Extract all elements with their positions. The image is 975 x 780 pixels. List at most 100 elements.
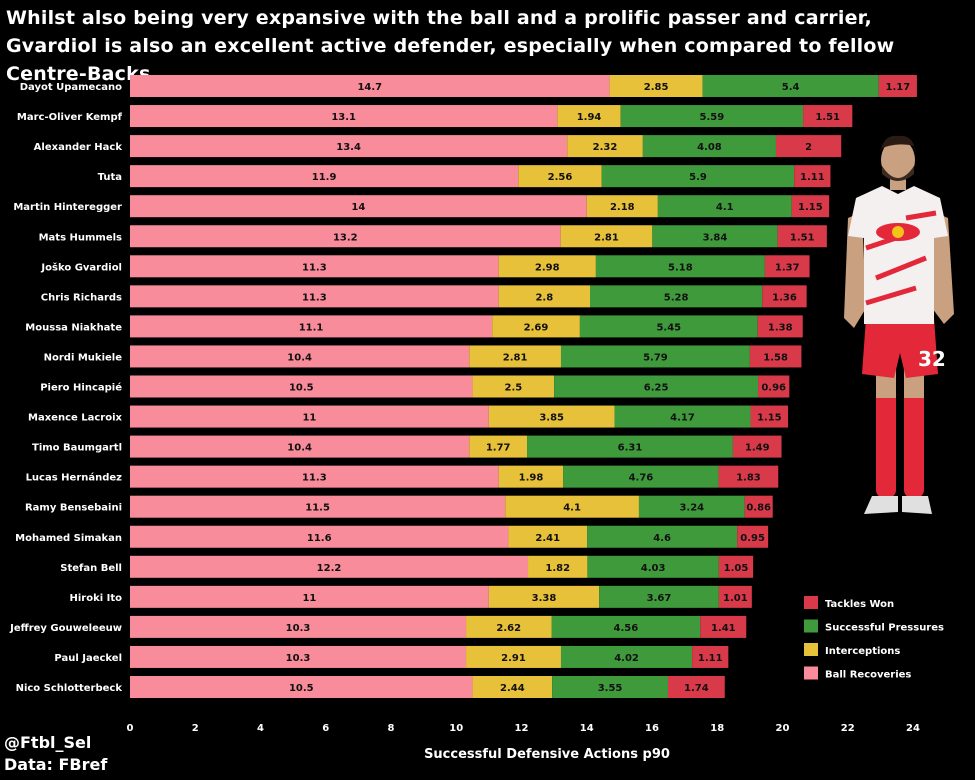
legend: Tackles Won Successful Pressures Intercept… bbox=[804, 596, 944, 681]
bar-segment bbox=[130, 495, 506, 518]
bar-segment bbox=[642, 135, 776, 158]
bar-value-label: 1.58 bbox=[763, 352, 788, 363]
bar-value-label: 1.98 bbox=[519, 473, 544, 484]
bar-value-label: 1.15 bbox=[798, 202, 823, 213]
bar-segment bbox=[130, 585, 489, 608]
bar-segment bbox=[130, 676, 473, 698]
bars-layer: 14.7 2.85 5.4 1.17 13.1 1.94 5.59 1.51 13.4 2.32 4… bbox=[130, 75, 917, 698]
bar-value-label: 2.32 bbox=[593, 142, 618, 153]
bar-value-label: 2.44 bbox=[500, 683, 525, 694]
bar-value-label: 1.11 bbox=[698, 653, 723, 664]
x-tick-label: 0 bbox=[127, 723, 134, 734]
chart-title: Whilst also being very expansive with th… bbox=[6, 7, 895, 85]
bar-value-label: 3.55 bbox=[598, 683, 623, 694]
legend-label: Interceptions bbox=[825, 646, 900, 657]
bar-value-label: 10.4 bbox=[287, 352, 312, 363]
bar-segment bbox=[601, 165, 795, 188]
bar-value-label: 2 bbox=[805, 142, 812, 153]
data-source: Data: FBref bbox=[4, 755, 108, 774]
bar-segment bbox=[777, 225, 827, 248]
x-axis-label: Successful Defensive Actions p90 bbox=[424, 747, 670, 762]
bar-segment bbox=[775, 135, 842, 158]
bar-value-label: 14 bbox=[351, 202, 365, 213]
bar-segment bbox=[472, 375, 555, 398]
bar-segment bbox=[560, 345, 750, 368]
bar-value-label: 2.56 bbox=[548, 172, 573, 183]
bar-value-label: 11.3 bbox=[302, 473, 327, 484]
bar-segment bbox=[667, 676, 725, 698]
bar-segment bbox=[702, 75, 879, 97]
bar-value-label: 13.1 bbox=[331, 112, 356, 123]
bar-value-label: 10.5 bbox=[289, 683, 314, 694]
bar-value-label: 1.37 bbox=[775, 262, 800, 273]
bar-segment bbox=[130, 345, 470, 368]
bar-value-label: 12.2 bbox=[317, 563, 342, 574]
bar-value-label: 4.1 bbox=[716, 202, 734, 213]
bar-value-label: 3.24 bbox=[679, 503, 704, 514]
player-name: Martin Hinteregger bbox=[13, 202, 122, 213]
player-photo-icon: 32 bbox=[844, 135, 954, 514]
bar-segment bbox=[492, 315, 580, 338]
bar-segment bbox=[652, 225, 778, 248]
bar-segment bbox=[130, 105, 558, 128]
bar-segment bbox=[718, 465, 779, 488]
bar-value-label: 4.17 bbox=[670, 413, 695, 424]
bar-value-label: 2.81 bbox=[503, 352, 528, 363]
bar-segment bbox=[498, 285, 591, 308]
player-name: Lucas Hernández bbox=[26, 472, 123, 484]
bar-value-label: 1.15 bbox=[757, 413, 782, 424]
bar-value-label: 2.5 bbox=[504, 383, 522, 394]
bar-value-label: 10.3 bbox=[286, 623, 311, 634]
bar-segment bbox=[560, 645, 693, 668]
bar-segment bbox=[466, 615, 552, 638]
bar-value-label: 1.36 bbox=[772, 292, 797, 303]
bar-segment bbox=[469, 345, 561, 368]
bar-value-label: 11.5 bbox=[305, 503, 330, 514]
bar-segment bbox=[563, 465, 719, 488]
bar-segment bbox=[609, 75, 703, 97]
bar-value-label: 2.18 bbox=[610, 202, 635, 213]
bar-value-label: 0.96 bbox=[761, 383, 786, 394]
bar-segment bbox=[560, 225, 653, 248]
bar-segment bbox=[488, 405, 615, 428]
bar-segment bbox=[130, 645, 467, 668]
bar-value-label: 4.1 bbox=[563, 503, 581, 514]
player-name: Ramy Bensebaini bbox=[25, 503, 122, 514]
x-tick-label: 10 bbox=[449, 723, 463, 734]
bar-segment bbox=[749, 345, 802, 368]
bar-value-label: 4.56 bbox=[614, 623, 639, 634]
bar-segment bbox=[527, 435, 733, 458]
player-name: Moussa Niakhate bbox=[25, 322, 122, 333]
bar-value-label: 2.91 bbox=[501, 653, 526, 664]
bar-segment bbox=[466, 645, 561, 668]
bar-segment bbox=[472, 676, 553, 698]
x-tick-label: 8 bbox=[388, 723, 395, 734]
bar-segment bbox=[130, 135, 568, 158]
x-tick-label: 18 bbox=[710, 723, 724, 734]
bar-segment bbox=[586, 195, 658, 218]
bar-value-label: 11.1 bbox=[299, 322, 324, 333]
bar-value-label: 5.9 bbox=[689, 172, 707, 183]
bar-value-label: 2.98 bbox=[535, 262, 560, 273]
bar-value-label: 14.7 bbox=[357, 82, 382, 93]
bar-value-label: 0.86 bbox=[746, 503, 771, 514]
x-tick-label: 16 bbox=[645, 723, 659, 734]
legend-label: Tackles Won bbox=[825, 599, 894, 610]
bar-value-label: 1.94 bbox=[577, 112, 602, 123]
bar-segment bbox=[587, 525, 738, 548]
bar-segment bbox=[744, 495, 773, 518]
bar-segment bbox=[750, 405, 789, 428]
bar-segment bbox=[692, 645, 729, 668]
player-name: Alexander Hack bbox=[34, 142, 123, 153]
x-ticks-layer: 0 2 4 6 8 10 12 14 16 18 20 22 24 bbox=[127, 723, 920, 734]
player-name: Mohamed Simakan bbox=[15, 533, 122, 544]
bar-value-label: 13.2 bbox=[333, 232, 358, 243]
bar-segment bbox=[505, 495, 639, 518]
player-names-layer: Dayot Upamecano Marc-Oliver Kempf Alexande… bbox=[9, 82, 123, 694]
bar-segment bbox=[130, 225, 561, 248]
bar-value-label: 2.69 bbox=[524, 322, 549, 333]
bar-segment bbox=[130, 555, 529, 578]
bar-segment bbox=[130, 465, 499, 488]
bar-segment bbox=[599, 585, 719, 608]
bar-value-label: 2.81 bbox=[594, 232, 619, 243]
